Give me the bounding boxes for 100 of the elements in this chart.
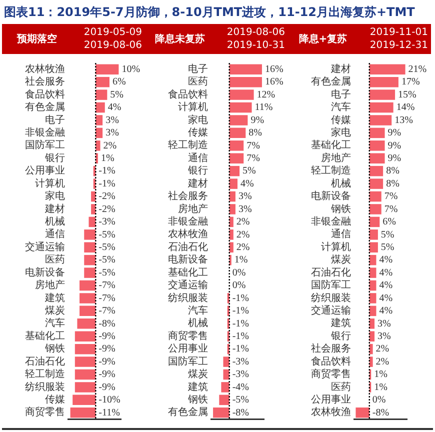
y-tick-label: 商贸零售 [168, 330, 208, 342]
bar [229, 230, 234, 240]
y-tick-label: 汽车 [45, 317, 65, 330]
bar [369, 128, 385, 138]
data-label: 3% [106, 114, 119, 126]
y-tick-label: 社会服务 [311, 342, 351, 355]
data-label: 11% [254, 102, 273, 114]
bar [369, 331, 375, 342]
bar [74, 356, 96, 367]
bar [229, 128, 246, 138]
bar [84, 268, 96, 278]
y-tick-label: 家电 [188, 114, 208, 126]
y-tick-label: 石油石化 [311, 266, 351, 278]
data-label: 5% [242, 166, 256, 177]
data-label: 12% [256, 89, 276, 100]
x-axis-title: 2019-08-06 2019-10-31 [226, 26, 286, 52]
y-tick-label: 纺织服装 [311, 292, 351, 304]
y-tick-label: 煤炭 [188, 368, 208, 380]
data-label: -8% [232, 407, 250, 418]
bar [229, 204, 236, 214]
y-tick-label: 医药 [331, 380, 351, 393]
data-label: -5% [98, 229, 116, 240]
y-tick-label: 有色金属 [25, 101, 65, 114]
data-label: 3% [378, 330, 391, 342]
y-tick-label: 煤炭 [45, 304, 65, 317]
y-tick-label: 煤炭 [331, 254, 351, 266]
bar [229, 140, 244, 151]
data-label: 5% [110, 89, 124, 100]
bar [229, 191, 236, 202]
data-label: 0% [232, 280, 246, 292]
bar [77, 318, 96, 329]
y-tick-label: 机械 [45, 216, 65, 228]
bar [213, 408, 230, 418]
data-label: -10% [98, 394, 120, 406]
data-label: -3% [232, 369, 250, 380]
y-tick-label: 电子 [45, 114, 65, 126]
bar [369, 115, 392, 126]
data-label: 3% [378, 318, 391, 330]
bar [74, 382, 96, 392]
y-tick-label: 传媒 [331, 114, 351, 126]
data-label: -5% [98, 254, 116, 266]
data-label: -4% [232, 382, 250, 393]
bar [96, 90, 108, 100]
bar [369, 153, 385, 164]
data-label: -1% [232, 330, 250, 342]
data-label: 8% [248, 128, 262, 139]
bar [91, 204, 96, 214]
data-label: 16% [264, 64, 284, 75]
bar [229, 166, 240, 176]
y-tick-label: 交通运输 [311, 304, 351, 317]
data-label: -8% [372, 407, 390, 418]
y-tick-label: 公用事业 [168, 342, 208, 355]
bar [369, 242, 378, 252]
data-label: -5% [98, 242, 116, 253]
y-tick-label: 食品饮料 [168, 88, 208, 100]
y-tick-label: 社会服务 [25, 76, 65, 88]
data-label: 1% [374, 382, 388, 393]
y-tick-label: 电子 [188, 62, 208, 75]
bar [369, 191, 382, 202]
data-label: 1% [100, 152, 114, 164]
y-tick-label: 计算机 [35, 177, 65, 190]
y-tick-label: 有色金属 [311, 76, 351, 88]
y-tick-label: 钢铁 [187, 394, 208, 406]
data-label: 3% [106, 128, 119, 139]
data-label: 9% [388, 140, 402, 152]
y-tick-label: 农林牧渔 [25, 62, 65, 75]
data-label: 0% [232, 267, 246, 278]
data-label: 4% [379, 267, 393, 278]
data-label: 6% [382, 216, 396, 228]
y-tick-label: 建筑 [187, 380, 208, 393]
y-tick-label: 建材 [44, 202, 65, 215]
y-tick-label: 银行 [187, 166, 208, 177]
data-label: 7% [246, 152, 260, 164]
bar [74, 369, 96, 380]
bar [88, 216, 96, 228]
y-tick-label: 建筑 [330, 317, 351, 330]
data-label: 5% [380, 242, 394, 253]
bar [229, 216, 234, 228]
data-label: -3% [98, 216, 116, 228]
bar [369, 64, 406, 74]
y-tick-label: 传媒 [45, 394, 65, 406]
y-tick-label: 社会服务 [168, 190, 208, 202]
y-tick-label: 国防军工 [168, 355, 208, 368]
data-label: 4% [379, 280, 393, 292]
data-label: 14% [396, 102, 415, 114]
y-tick-label: 钢铁 [44, 342, 65, 355]
y-tick-label: 国防军工 [311, 279, 351, 292]
data-label: 17% [401, 76, 420, 88]
bar [229, 76, 262, 88]
bar [229, 115, 248, 126]
data-label: -8% [98, 318, 116, 330]
bar [223, 356, 230, 367]
text: 图表11：2019年5-7月防御，8-10月TMT进攻，11-12月出海复苏+TMT [3, 4, 416, 21]
data-label: 4% [379, 292, 393, 304]
bar [356, 408, 370, 418]
bar [369, 318, 375, 329]
y-tick-label: 商贸零售 [311, 368, 351, 380]
bar [369, 344, 373, 354]
y-tick-label: 汽车 [188, 304, 208, 317]
y-tick-label: 石油石化 [25, 355, 65, 368]
